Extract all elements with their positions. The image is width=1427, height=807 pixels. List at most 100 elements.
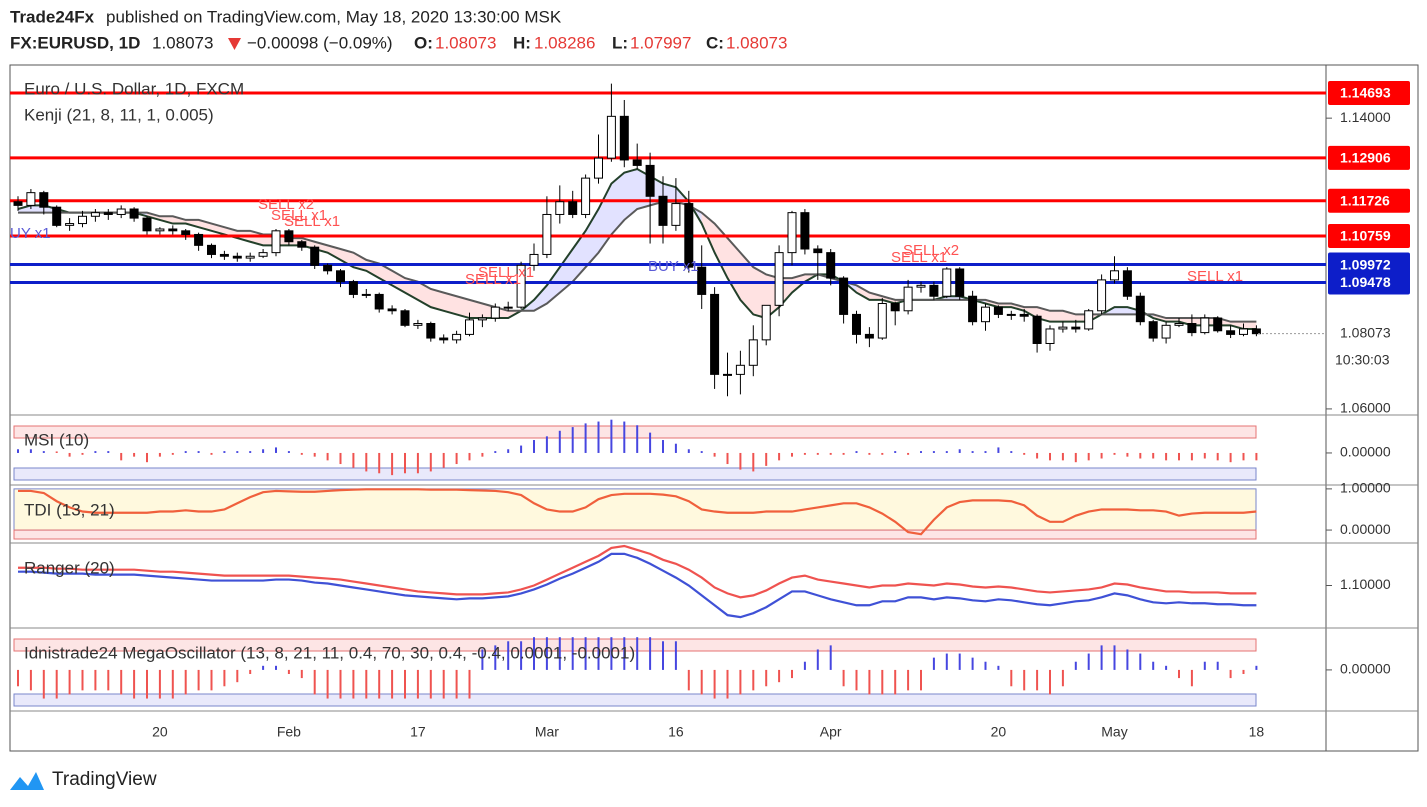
candle-body: [606, 115, 616, 159]
level-tag: [1328, 145, 1410, 170]
symbol: FX:EURUSD, 1D: [10, 33, 140, 52]
frame: [9, 64, 1419, 752]
x-tick-label: May: [1101, 724, 1127, 740]
x-tick-label: 17: [410, 724, 426, 740]
logo: [10, 772, 44, 790]
candle-body: [671, 203, 681, 226]
candle-body: [735, 364, 745, 375]
candle-body: [813, 248, 823, 254]
candle-body: [155, 228, 165, 232]
logo-mark: [10, 772, 44, 790]
candle-body: [52, 206, 62, 226]
candle-body: [581, 177, 591, 215]
candle-body: [710, 293, 720, 375]
y-tick-label: 0.00000: [1340, 521, 1391, 537]
tdi-low-zone: [13, 529, 1257, 540]
candle-body: [619, 115, 629, 161]
change: −0.00098 (−0.09%): [247, 33, 393, 52]
candle-body: [594, 157, 603, 179]
level-tag: [1328, 223, 1410, 248]
candle-body: [826, 252, 836, 279]
candle-body: [774, 252, 784, 306]
ohlc-label: O:: [414, 33, 433, 52]
candle-body: [1251, 328, 1261, 335]
candle-body: [877, 303, 887, 339]
candle-body: [1161, 324, 1171, 339]
candle-body: [542, 213, 552, 255]
candle-body: [723, 373, 732, 376]
kenji-cloud: [1062, 310, 1076, 322]
x-tick-label: Mar: [535, 724, 559, 740]
candle-body: [90, 212, 100, 217]
candle-body: [387, 308, 397, 312]
level-tag: [1328, 188, 1410, 213]
candle-body: [400, 310, 410, 326]
candle-body: [426, 323, 436, 339]
x-tick-label: 18: [1249, 724, 1265, 740]
kenji-line: [18, 200, 1257, 323]
candle-body: [632, 159, 642, 166]
ohlc-value: 1.08073: [435, 33, 496, 52]
kenji-cloud: [727, 238, 741, 300]
candle-body: [903, 286, 913, 312]
candle-body: [336, 270, 345, 283]
candle-body: [142, 217, 152, 232]
countdown: 10:30:03: [1335, 351, 1390, 367]
kenji-cloud: [430, 288, 444, 311]
signal-label: BUY x1: [648, 258, 699, 275]
candle-body: [207, 244, 216, 255]
candle-body: [916, 284, 926, 288]
y-tick-label: 1.00000: [1340, 480, 1391, 496]
signal-label: UY x1: [10, 225, 51, 242]
panel: 1.14000 1.06000 1.14693 1.12906 1.11726 1.107…: [10, 79, 1410, 416]
level-label: 1.09972: [1340, 256, 1391, 272]
indicator-line: [18, 488, 1257, 536]
kenji-cloud: [611, 172, 625, 235]
upper-band: [13, 425, 1257, 439]
candle-body: [1226, 330, 1236, 335]
candle-body: [839, 277, 849, 315]
kenji-cloud: [353, 252, 367, 271]
candle-body: [168, 228, 178, 232]
ohlc-value: 1.08073: [726, 33, 787, 52]
candle-body: [323, 264, 333, 272]
candle-body: [787, 212, 797, 254]
lower-band: [13, 467, 1257, 481]
panel: 1.00000 0.00000 TDI (13, 21): [13, 480, 1391, 540]
signal-label: SELL x1: [1187, 268, 1243, 285]
candle-body: [348, 281, 358, 295]
candle-body: [39, 192, 49, 208]
candle-body: [1122, 270, 1132, 297]
signal-label: SELL x1: [891, 249, 947, 266]
kenji-cloud: [469, 299, 483, 319]
candle-body: [232, 255, 242, 259]
panel-title: TDI (13, 21): [24, 500, 115, 519]
candle-body: [13, 201, 23, 206]
panel: 0.00000 MSI (10): [13, 419, 1391, 481]
candle-body: [245, 255, 255, 259]
candle-body: [1239, 328, 1248, 335]
candle-body: [297, 241, 307, 248]
candle-body: [374, 293, 384, 310]
candle-body: [864, 333, 874, 339]
candle-body: [503, 306, 513, 309]
candle-body: [1097, 279, 1107, 312]
down-arrow: [228, 38, 241, 50]
candle-body: [516, 264, 526, 308]
candle-body: [1200, 317, 1210, 334]
candle-body: [942, 268, 952, 297]
candle-body: [116, 208, 126, 215]
candle-body: [413, 323, 423, 326]
candle-body: [103, 212, 113, 215]
candle-body: [78, 215, 87, 225]
kenji-cloud: [856, 285, 870, 300]
y-tick-label: 1.10000: [1340, 576, 1391, 592]
signal-label: SELL x2: [903, 242, 959, 259]
kenji-cloud: [701, 212, 715, 253]
brand: TradingView: [52, 769, 157, 790]
candle-body: [1174, 323, 1184, 326]
candle-body: [555, 201, 565, 215]
candle-body: [129, 208, 139, 219]
candle-body: [361, 293, 371, 296]
